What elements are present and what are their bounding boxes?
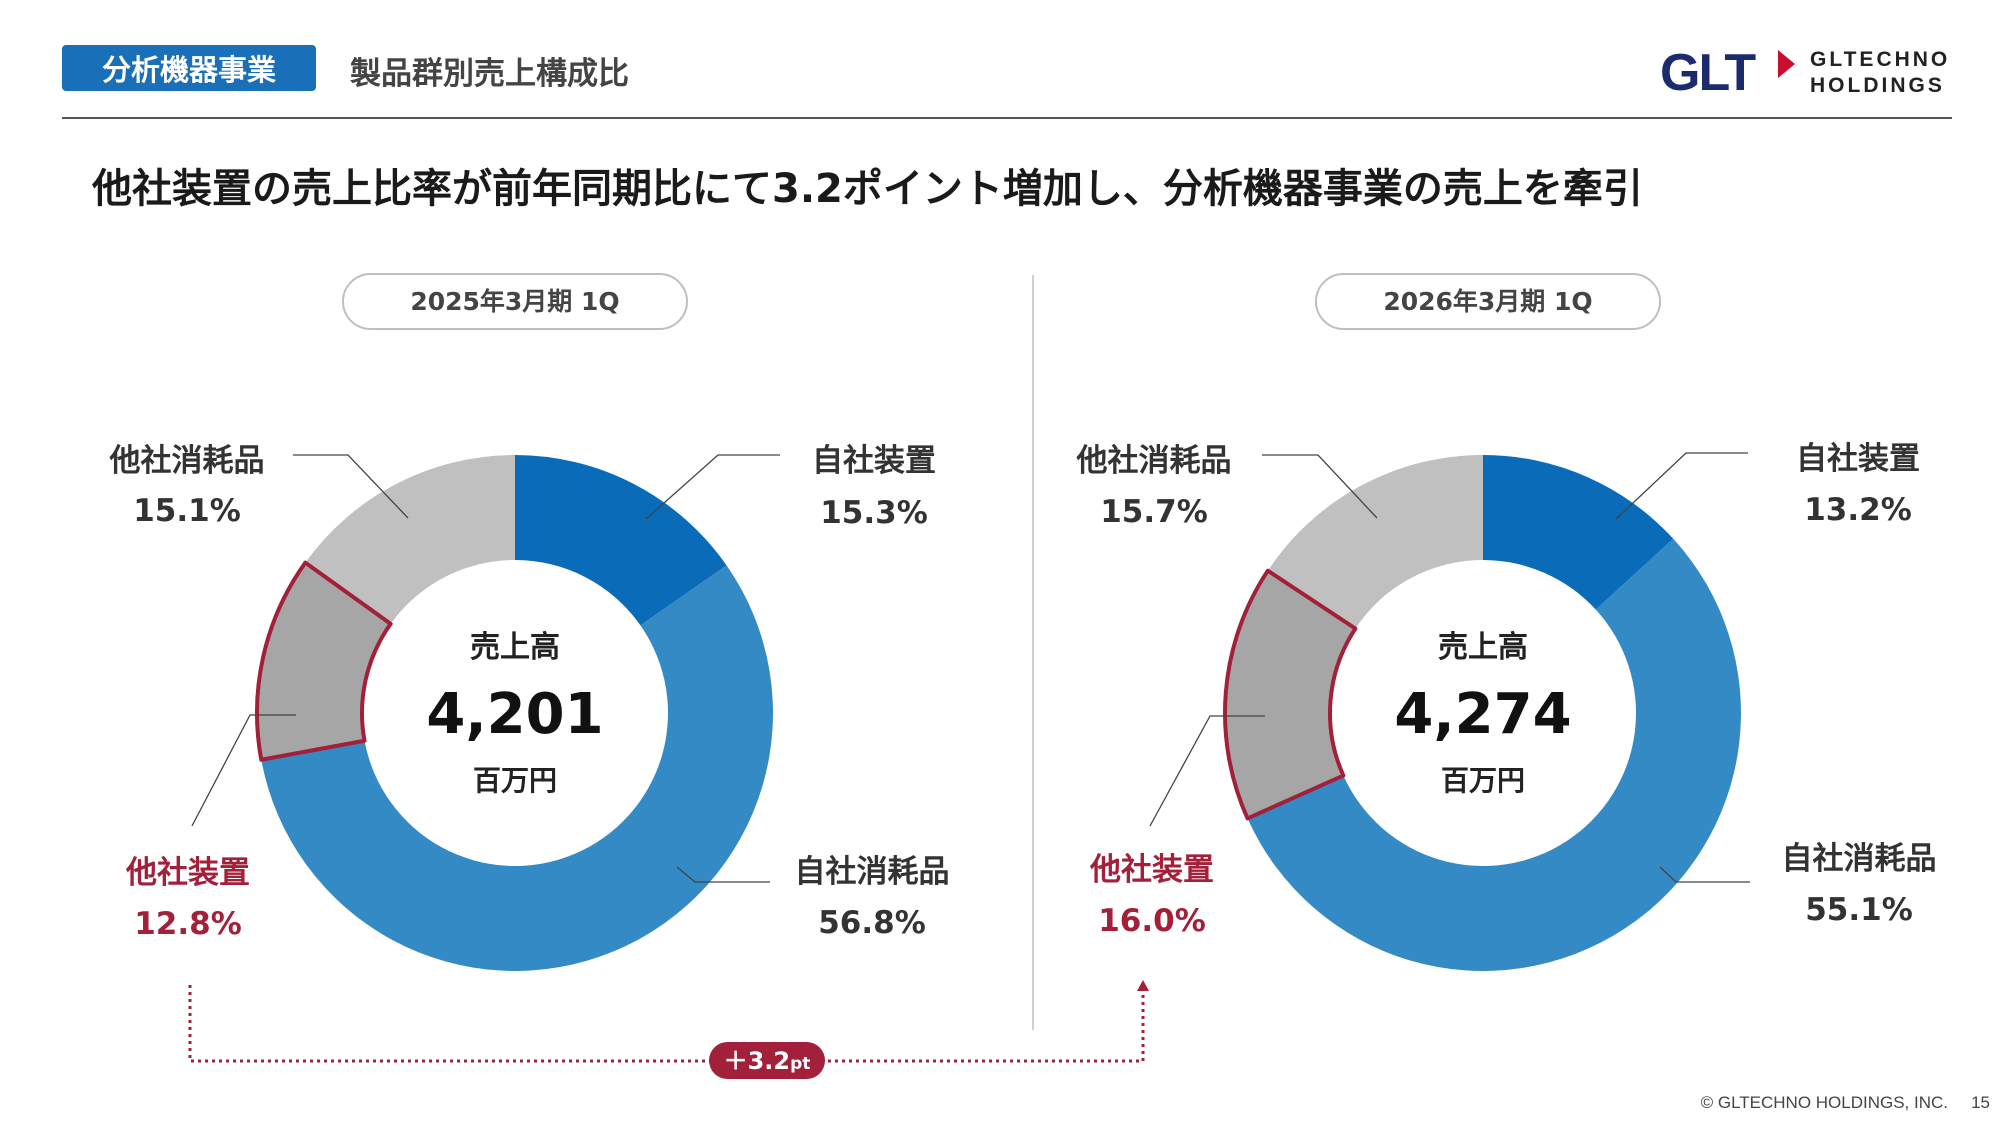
leader-other-consumables-right — [1262, 454, 1378, 519]
company-logo: GLT GLTECHNO HOLDINGS — [1660, 44, 1950, 100]
leader-other-equipment-left — [191, 714, 296, 827]
period-label-left: 2025年3月期 1Q — [410, 287, 619, 316]
slice-value-other-consumables-left: 15.1% — [133, 493, 241, 529]
slice-value-self-equipment-left: 15.3% — [820, 495, 928, 531]
page-subtitle: 製品群別売上構成比 — [350, 56, 629, 92]
headline: 他社装置の売上比率が前年同期比にて3.2ポイント増加し、分析機器事業の売上を牽引 — [92, 166, 1643, 212]
change-connector: ＋3.2pt — [188, 980, 1149, 1079]
change-value: ＋3.2 — [724, 1047, 791, 1075]
slice-self-consumables-right — [1247, 538, 1741, 971]
donut-left — [255, 455, 774, 971]
header-divider — [62, 117, 1952, 119]
chart-left: 2025年3月期 1Q 売上高 4,201 百万円 自社装置 15.3% 自社消… — [109, 273, 950, 971]
center-label-right: 売上高 — [1438, 630, 1528, 665]
leader-other-consumables-left — [293, 454, 409, 519]
slice-label-other-equipment-right: 他社装置 — [1089, 852, 1214, 888]
slice-other-equipment-right — [1223, 568, 1358, 821]
change-dotted-line — [188, 985, 1145, 1063]
center-value-left: 4,201 — [426, 682, 603, 747]
slice-value-other-consumables-right: 15.7% — [1100, 494, 1208, 530]
slice-label-other-equipment-left: 他社装置 — [125, 855, 250, 891]
period-pill-left — [342, 273, 688, 330]
center-unit-left: 百万円 — [473, 764, 557, 797]
leader-self-equipment-right — [1615, 452, 1748, 520]
slice-value-self-consumables-right: 55.1% — [1805, 892, 1913, 928]
change-badge-text: ＋3.2pt — [724, 1047, 811, 1075]
logo-mark: GLT — [1660, 44, 1756, 100]
slice-self-equipment-right — [1483, 455, 1674, 610]
slice-label-self-equipment-left: 自社装置 — [812, 443, 936, 479]
section-badge: 分析機器事業 — [62, 45, 316, 91]
period-label-right: 2026年3月期 1Q — [1383, 287, 1592, 316]
leader-self-consumables-left — [676, 866, 770, 883]
slice-label-self-consumables-right: 自社消耗品 — [1782, 841, 1937, 877]
slice-other-consumables-left — [305, 455, 515, 624]
change-arrowhead — [1137, 980, 1149, 991]
donut-right — [1223, 455, 1741, 971]
center-value-right: 4,274 — [1394, 682, 1571, 747]
logo-line2: HOLDINGS — [1810, 74, 1945, 97]
slice-value-other-equipment-right: 16.0% — [1098, 903, 1206, 939]
leader-self-consumables-right — [1659, 866, 1750, 883]
slice-value-self-equipment-right: 13.2% — [1804, 492, 1912, 528]
slice-value-self-consumables-left: 56.8% — [818, 905, 926, 941]
footer-copyright: © GLTECHNO HOLDINGS, INC. — [1701, 1093, 1948, 1112]
slice-label-self-consumables-left: 自社消耗品 — [795, 854, 950, 890]
leader-other-equipment-right — [1149, 715, 1265, 827]
chart-right: 2026年3月期 1Q 売上高 4,274 百万円 自社装置 13.2% 自社消… — [1076, 273, 1937, 971]
footer-page-number: 15 — [1971, 1093, 1990, 1112]
center-label-left: 売上高 — [470, 630, 560, 665]
logo-triangle — [1778, 50, 1795, 78]
slice-label-other-consumables-right: 他社消耗品 — [1076, 443, 1232, 479]
leader-self-equipment-left — [645, 454, 780, 520]
period-pill-right — [1315, 273, 1661, 330]
slice-other-equipment-left — [255, 560, 393, 762]
slice-self-consumables-left — [261, 565, 774, 971]
slice-value-other-equipment-left: 12.8% — [134, 906, 242, 942]
change-badge — [709, 1042, 825, 1079]
center-unit-right: 百万円 — [1441, 764, 1525, 797]
slice-self-equipment-left — [515, 455, 727, 626]
change-unit: pt — [790, 1054, 810, 1074]
logo-line1: GLTECHNO — [1810, 48, 1950, 71]
slice-other-consumables-right — [1267, 455, 1483, 629]
slice-label-other-consumables-left: 他社消耗品 — [109, 443, 265, 479]
slice-label-self-equipment-right: 自社装置 — [1796, 441, 1920, 477]
